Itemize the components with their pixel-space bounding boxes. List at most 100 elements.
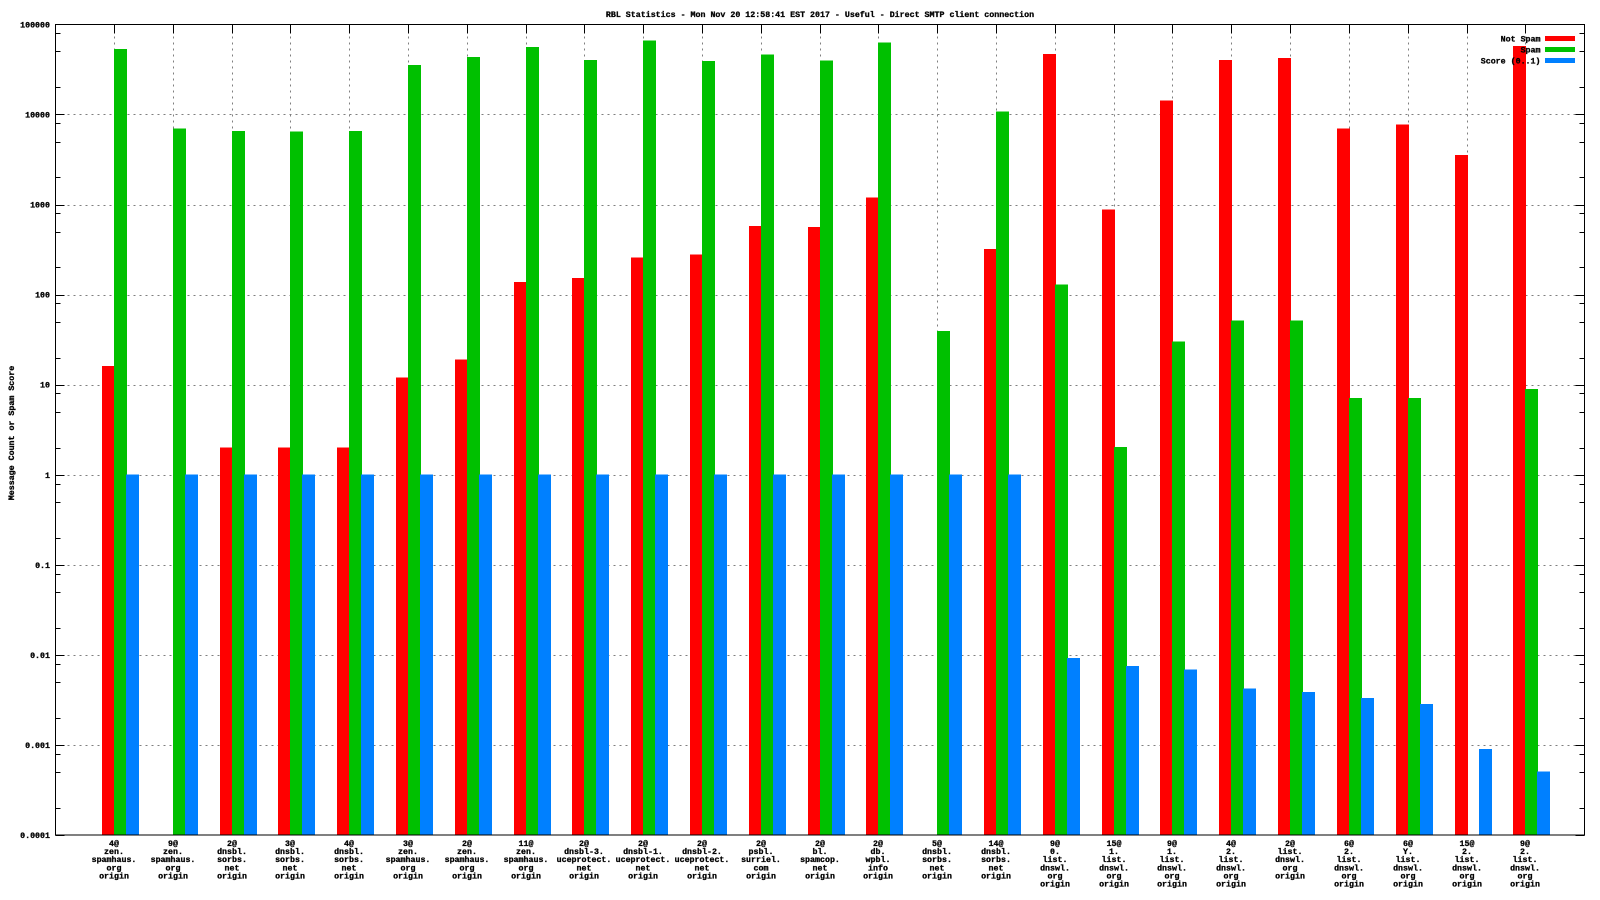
svg-text:dnsbl-3.: dnsbl-3. xyxy=(564,847,604,857)
svg-text:net: net xyxy=(283,864,298,873)
svg-text:3@: 3@ xyxy=(285,839,295,849)
svg-text:net: net xyxy=(636,864,651,873)
svg-text:spamcop.: spamcop. xyxy=(800,856,840,865)
svg-text:net: net xyxy=(930,864,945,873)
svg-text:org: org xyxy=(1107,872,1122,881)
svg-text:4@: 4@ xyxy=(344,839,354,849)
svg-text:origin: origin xyxy=(863,871,893,881)
svg-text:Not Spam: Not Spam xyxy=(1501,35,1541,44)
svg-text:sorbs.: sorbs. xyxy=(922,855,952,865)
svg-text:list.: list. xyxy=(1396,855,1421,865)
svg-text:origin: origin xyxy=(1099,880,1129,890)
svg-text:3@: 3@ xyxy=(403,839,413,849)
svg-text:origin: origin xyxy=(805,871,835,881)
svg-text:org: org xyxy=(1283,864,1298,873)
svg-text:10000: 10000 xyxy=(25,111,50,120)
svg-text:org: org xyxy=(460,864,475,873)
svg-text:origin: origin xyxy=(1510,880,1540,890)
svg-text:1000: 1000 xyxy=(30,202,50,211)
svg-text:psbl.: psbl. xyxy=(749,847,774,857)
svg-text:sorbs.: sorbs. xyxy=(217,855,247,865)
svg-text:origin: origin xyxy=(99,871,129,881)
svg-text:0.0001: 0.0001 xyxy=(20,832,50,841)
svg-text:origin: origin xyxy=(511,871,541,881)
svg-text:list.: list. xyxy=(1043,855,1068,865)
svg-text:org: org xyxy=(1165,872,1180,881)
svg-text:org: org xyxy=(166,864,181,873)
svg-text:5@: 5@ xyxy=(932,839,942,849)
svg-text:info: info xyxy=(868,863,888,873)
svg-text:org: org xyxy=(1460,872,1475,881)
svg-text:4@: 4@ xyxy=(1226,839,1236,849)
svg-text:spamhaus.: spamhaus. xyxy=(445,855,490,865)
svg-text:list.: list. xyxy=(1278,847,1303,857)
svg-text:2.: 2. xyxy=(1226,848,1236,857)
svg-text:dnswl.: dnswl. xyxy=(1334,863,1364,873)
svg-text:origin: origin xyxy=(452,871,482,881)
svg-text:org: org xyxy=(1048,872,1063,881)
svg-text:org: org xyxy=(1401,872,1416,881)
svg-text:2@: 2@ xyxy=(462,839,472,849)
svg-text:2.: 2. xyxy=(1520,848,1530,857)
svg-text:db.: db. xyxy=(871,847,886,857)
svg-text:sorbs.: sorbs. xyxy=(981,855,1011,865)
svg-text:dnsbl.: dnsbl. xyxy=(981,847,1011,857)
svg-text:2@: 2@ xyxy=(756,839,766,849)
svg-text:1.: 1. xyxy=(1109,848,1119,857)
svg-text:100: 100 xyxy=(35,292,50,301)
svg-text:bl.: bl. xyxy=(813,847,828,857)
svg-text:zen.: zen. xyxy=(104,848,124,857)
svg-text:net: net xyxy=(813,864,828,873)
svg-text:list.: list. xyxy=(1513,855,1538,865)
svg-text:net: net xyxy=(577,864,592,873)
svg-text:9@: 9@ xyxy=(168,839,178,849)
svg-text:origin: origin xyxy=(1393,880,1423,890)
svg-text:list.: list. xyxy=(1160,855,1185,865)
svg-text:dnswl.: dnswl. xyxy=(1040,863,1070,873)
svg-text:net: net xyxy=(342,864,357,873)
svg-text:origin: origin xyxy=(569,871,599,881)
svg-text:uceprotect.: uceprotect. xyxy=(675,856,730,865)
svg-text:0.01: 0.01 xyxy=(30,652,50,661)
svg-text:RBL Statistics - Mon Nov 20 12: RBL Statistics - Mon Nov 20 12:58:41 EST… xyxy=(606,10,1034,20)
svg-text:net: net xyxy=(695,864,710,873)
svg-text:9@: 9@ xyxy=(1167,839,1177,849)
svg-text:11@: 11@ xyxy=(519,839,534,849)
svg-text:15@: 15@ xyxy=(1107,839,1122,849)
svg-text:dnswl.: dnswl. xyxy=(1275,855,1305,865)
svg-text:origin: origin xyxy=(1334,880,1364,890)
svg-text:dnsbl.: dnsbl. xyxy=(922,847,952,857)
svg-text:spamhaus.: spamhaus. xyxy=(504,855,549,865)
svg-text:6@: 6@ xyxy=(1344,839,1354,849)
svg-text:zen.: zen. xyxy=(457,848,477,857)
svg-text:list.: list. xyxy=(1455,855,1480,865)
svg-text:9@: 9@ xyxy=(1050,839,1060,849)
svg-text:origin: origin xyxy=(687,871,717,881)
svg-text:10: 10 xyxy=(40,382,50,391)
svg-text:origin: origin xyxy=(393,871,423,881)
svg-text:zen.: zen. xyxy=(163,848,183,857)
svg-text:Spam: Spam xyxy=(1521,46,1541,55)
svg-text:origin: origin xyxy=(1040,880,1070,890)
svg-text:list.: list. xyxy=(1102,855,1127,865)
svg-text:2.: 2. xyxy=(1462,848,1472,857)
svg-text:2@: 2@ xyxy=(873,839,883,849)
svg-text:2.: 2. xyxy=(1344,848,1354,857)
svg-text:origin: origin xyxy=(334,871,364,881)
svg-text:2@: 2@ xyxy=(227,839,237,849)
svg-text:list.: list. xyxy=(1337,855,1362,865)
svg-text:2@: 2@ xyxy=(1285,839,1295,849)
svg-text:origin: origin xyxy=(217,871,247,881)
svg-text:spamhaus.: spamhaus. xyxy=(92,855,137,865)
svg-text:zen.: zen. xyxy=(516,848,536,857)
svg-text:0.1: 0.1 xyxy=(35,562,50,571)
svg-text:origin: origin xyxy=(1157,880,1187,890)
svg-text:14@: 14@ xyxy=(989,839,1004,849)
svg-text:4@: 4@ xyxy=(109,839,119,849)
svg-text:dnsbl.: dnsbl. xyxy=(275,847,305,857)
svg-text:Message Count or Spam Score: Message Count or Spam Score xyxy=(8,366,17,500)
svg-text:surriel.: surriel. xyxy=(741,855,781,865)
svg-text:origin: origin xyxy=(922,871,952,881)
svg-text:uceprotect.: uceprotect. xyxy=(616,856,671,865)
svg-text:0.: 0. xyxy=(1050,848,1060,857)
